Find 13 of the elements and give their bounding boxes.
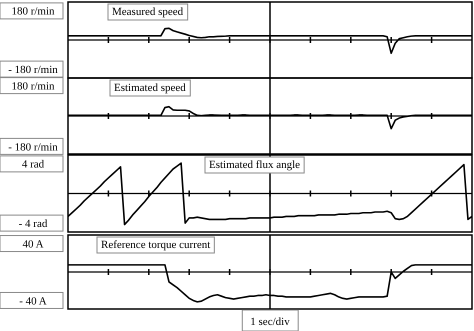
y-tick-label: 40 A <box>22 238 44 250</box>
y-tick-label: 180 r/min <box>11 80 56 92</box>
y-tick-label: 180 r/min <box>11 6 56 18</box>
y-tick-label: - 180 r/min <box>8 64 58 76</box>
x-axis-title: 1 sec/div <box>250 316 290 328</box>
y-tick-label: - 40 A <box>19 295 47 308</box>
annotation: Estimated speed <box>114 82 186 94</box>
y-tick-label: - 180 r/min <box>8 141 58 154</box>
y-tick-label: 4 rad <box>22 158 45 171</box>
annotation: Measured speed <box>112 6 184 18</box>
annotation: Reference torque current <box>101 239 210 251</box>
y-tick-label: - 4 rad <box>18 218 48 230</box>
annotation: Estimated flux angle <box>209 159 300 171</box>
